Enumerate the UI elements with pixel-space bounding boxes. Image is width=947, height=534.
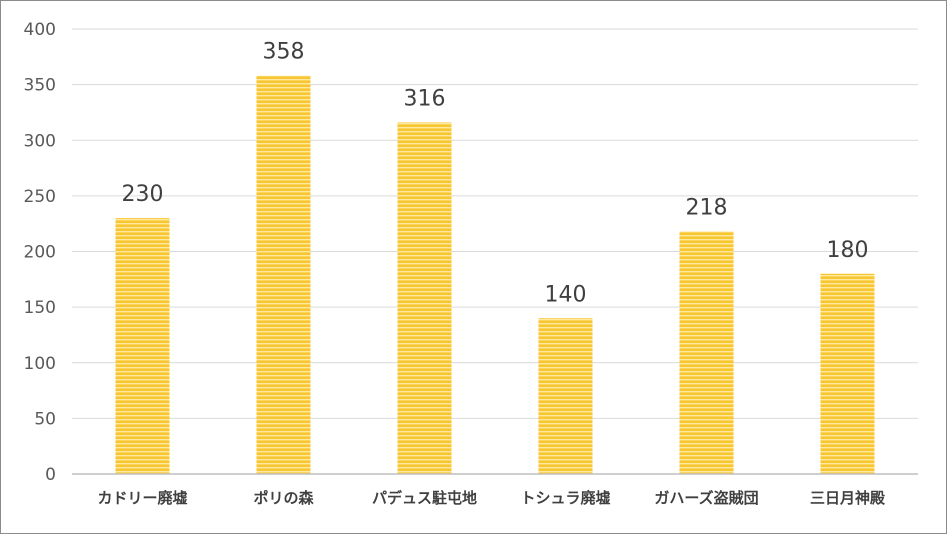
data-label: 140 (545, 282, 587, 307)
bars (115, 75, 875, 474)
data-labels: 230 358 316 140 218 180 (122, 40, 869, 308)
data-label: 180 (827, 238, 869, 263)
x-category-label: トシュラ廃墟 (520, 489, 610, 507)
y-tick-label: 0 (45, 465, 56, 485)
bar (679, 231, 734, 474)
bar (538, 318, 593, 474)
y-tick-label: 150 (24, 298, 56, 318)
y-tick-label: 200 (24, 243, 56, 263)
y-axis-ticks: 0 50 100 150 200 250 300 350 400 (24, 20, 56, 485)
data-label: 316 (404, 86, 446, 111)
y-tick-label: 400 (24, 20, 56, 40)
x-category-label: ポリの森 (253, 489, 314, 507)
y-tick-label: 100 (24, 354, 56, 374)
y-tick-label: 50 (34, 409, 56, 429)
x-category-label: カドリー廃墟 (97, 489, 187, 507)
bar (256, 75, 311, 474)
x-category-label: ガハーズ盗賊団 (654, 489, 758, 507)
bar (820, 273, 875, 474)
data-label: 230 (122, 182, 164, 207)
x-category-label: 三日月神殿 (810, 489, 886, 507)
x-category-label: パデュス駐屯地 (372, 489, 477, 507)
bar (115, 218, 170, 474)
bar (397, 122, 452, 474)
y-tick-label: 250 (24, 187, 56, 207)
gridlines (72, 28, 918, 419)
y-tick-label: 300 (24, 131, 56, 151)
x-axis-labels: カドリー廃墟 ポリの森 パデュス駐屯地 トシュラ廃墟 ガハーズ盗賊団 三日月神殿 (97, 489, 886, 507)
data-label: 358 (263, 40, 305, 65)
y-tick-label: 350 (24, 76, 56, 96)
data-label: 218 (686, 195, 728, 220)
